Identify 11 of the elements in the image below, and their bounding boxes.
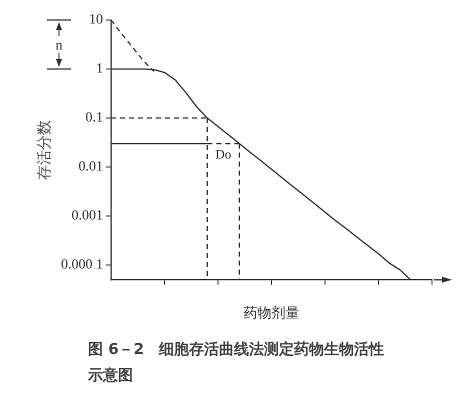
x-axis-title: 药物剂量 (244, 305, 300, 322)
annotation: Do (215, 146, 232, 162)
y-tick-label: 10 (89, 12, 103, 28)
y-tick-label: 0.1 (86, 110, 103, 126)
y-tick-label: 0.01 (78, 160, 103, 175)
y-tick-label: 0.001 (72, 208, 103, 224)
y-tick-label: 1 (96, 62, 103, 77)
text: 图 6－2 细胞存活曲线法测定药物生物活性示意图 (88, 339, 386, 386)
y-axis-title: 存活分数 (36, 120, 54, 180)
text: n (56, 38, 62, 54)
y-tick-label: 0.000 1 (61, 258, 103, 273)
